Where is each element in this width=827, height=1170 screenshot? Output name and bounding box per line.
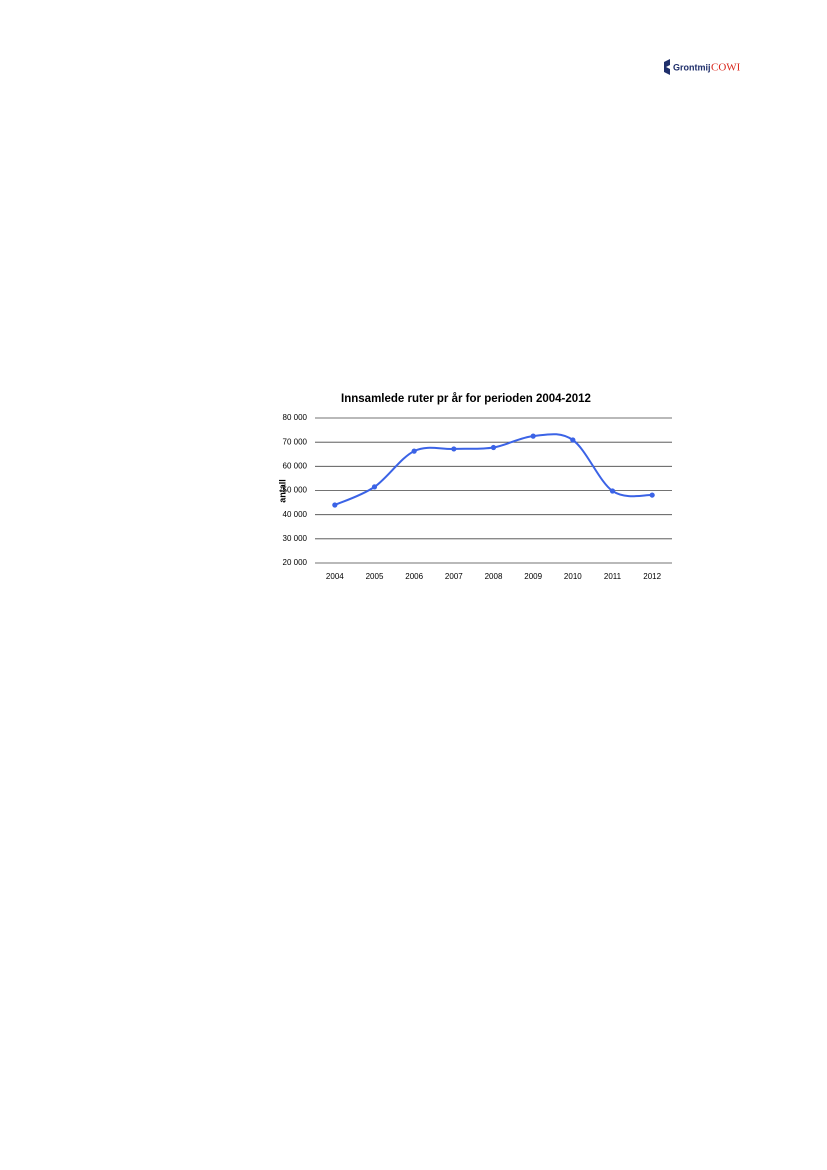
logo-text: Grontmij [673, 62, 711, 72]
y-tick-label: 80 000 [283, 413, 308, 422]
logo-icon [664, 59, 670, 75]
x-tick-label: 2010 [564, 572, 582, 581]
point [530, 433, 536, 439]
x-tick-label: 2007 [445, 572, 463, 581]
point [490, 444, 497, 451]
y-tick-label: 30 000 [283, 534, 308, 543]
x-tick-label: 2005 [366, 572, 384, 581]
x-tick-label: 2004 [326, 572, 344, 581]
chart-title: Innsamlede ruter pr år for perioden 2004… [341, 393, 591, 405]
y-tick-label: 40 000 [283, 510, 308, 519]
line [334, 433, 653, 506]
y-tick-label: 60 000 [283, 461, 308, 470]
y-tick-label: 70 000 [283, 437, 308, 446]
logo: Grontmij COWI [664, 59, 741, 75]
point [649, 492, 655, 498]
x-tick-label: 2006 [405, 572, 423, 581]
y-tick-label: 50 000 [283, 486, 308, 495]
point [332, 502, 338, 508]
chart: Innsamlede ruter pr år for perioden 2004… [277, 393, 672, 581]
point [609, 488, 616, 494]
point [411, 448, 417, 454]
point [570, 437, 576, 443]
point [371, 484, 378, 490]
y-tick-label: 20 000 [283, 558, 308, 567]
x-tick-label: 2008 [485, 572, 503, 581]
x-tick-label: 2012 [643, 572, 661, 581]
logo-text: COWI [711, 62, 741, 74]
x-tick-label: 2009 [524, 572, 542, 581]
x-tick-label: 2011 [604, 572, 622, 581]
y-axis-label: antall [277, 479, 287, 503]
point [451, 446, 457, 452]
